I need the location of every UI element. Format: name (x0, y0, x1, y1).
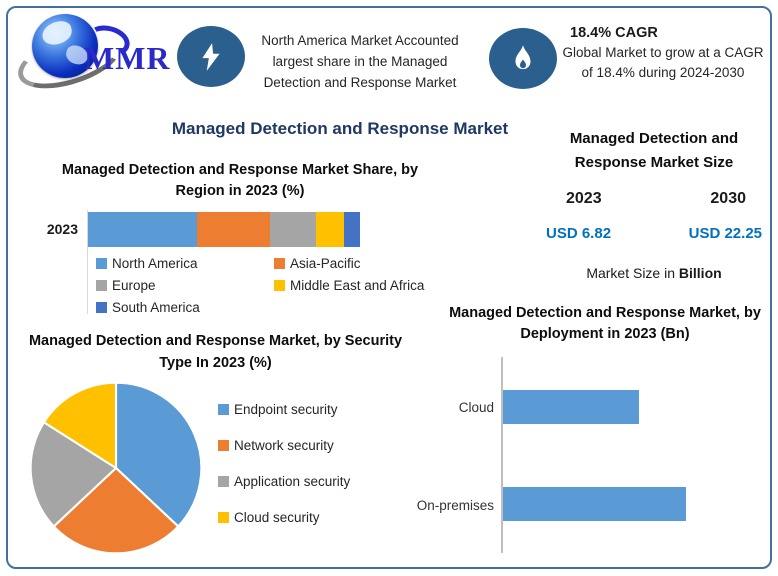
region-bar-segment (270, 212, 317, 247)
legend-label: North America (112, 256, 198, 271)
pie-slice (114, 381, 203, 528)
market-size-note-unit: Billion (678, 265, 722, 281)
deployment-bar (503, 390, 639, 424)
legend-swatch (96, 258, 107, 269)
pie-slice (52, 466, 180, 555)
market-size-panel: Managed Detection and Response Market Si… (540, 127, 768, 281)
value-2023: USD 6.82 (546, 225, 612, 242)
header-highlight-text: North America Market Accounted largest s… (261, 33, 459, 90)
legend-label: Network security (234, 438, 334, 453)
legend-item: Endpoint security (218, 402, 350, 417)
deployment-bar (503, 487, 686, 521)
flame-badge (489, 28, 557, 89)
lightning-icon (202, 42, 220, 71)
legend-label: Endpoint security (234, 402, 338, 417)
region-bar (88, 212, 360, 247)
region-bar-segment (196, 212, 271, 247)
security-chart-title: Managed Detection and Response Market, b… (28, 333, 403, 371)
cagr-block: 18.4% CAGR Global Market to grow at a CA… (558, 25, 768, 83)
region-chart-title: Managed Detection and Response Market Sh… (61, 162, 419, 199)
lightning-badge (177, 26, 245, 87)
legend-item: Middle East and Africa (274, 278, 441, 293)
page-title: Managed Detection and Response Market (171, 119, 509, 138)
legend-item: Asia-Pacific (274, 256, 441, 271)
pie-slice (29, 420, 118, 528)
region-bar-segment (88, 212, 197, 247)
legend-item: Application security (218, 474, 350, 489)
legend-swatch (218, 476, 229, 487)
legend-item: South America (96, 300, 274, 315)
deployment-label-cloud: Cloud (458, 400, 494, 415)
legend-label: Europe (112, 278, 156, 293)
legend-swatch (274, 280, 285, 291)
legend-label: Middle East and Africa (290, 278, 425, 293)
market-size-years: 2023 2030 (540, 190, 768, 208)
legend-swatch (96, 280, 107, 291)
region-chart-axis (87, 210, 88, 314)
cagr-title: 18.4% CAGR (570, 25, 658, 41)
deployment-chart-axis (501, 357, 503, 553)
region-category-label: 2023 (46, 221, 78, 237)
legend-label: Cloud security (234, 510, 320, 525)
legend-label: South America (112, 300, 200, 315)
security-legend: Endpoint security Network security Applica… (218, 402, 350, 525)
logo-text: MMR (84, 40, 171, 76)
legend-swatch (274, 258, 285, 269)
deployment-chart-title: Managed Detection and Response Market, b… (449, 305, 761, 342)
legend-item: Network security (218, 438, 350, 453)
region-bar-segment (343, 212, 360, 247)
legend-label: Application security (234, 474, 351, 489)
year-2030-label: 2030 (710, 190, 746, 207)
deployment-label-onpremises: On-premises (416, 498, 494, 513)
legend-swatch (96, 302, 107, 313)
pie-slice (42, 381, 118, 470)
mmr-logo: MMR (11, 8, 179, 100)
region-legend: North America Asia-Pacific Europe Middle Ea… (96, 256, 441, 315)
flame-icon (515, 44, 531, 69)
security-pie (29, 381, 203, 555)
market-size-title: Managed Detection and Response Market Si… (569, 130, 739, 171)
legend-swatch (218, 404, 229, 415)
market-size-note: Market Size in Billion (540, 265, 768, 281)
region-bar-segment (316, 212, 344, 247)
legend-swatch (218, 512, 229, 523)
year-2023-label: 2023 (566, 190, 602, 207)
cagr-text: Global Market to grow at a CAGR of 18.4%… (562, 45, 764, 80)
legend-item: North America (96, 256, 274, 271)
market-size-note-prefix: Market Size in (586, 265, 679, 281)
market-size-values: USD 6.82 USD 22.25 (540, 225, 768, 242)
legend-swatch (218, 440, 229, 451)
legend-item: Europe (96, 278, 274, 293)
legend-label: Asia-Pacific (290, 256, 361, 271)
legend-item: Cloud security (218, 510, 350, 525)
value-2030: USD 22.25 (688, 225, 762, 242)
globe-icon (32, 14, 98, 78)
